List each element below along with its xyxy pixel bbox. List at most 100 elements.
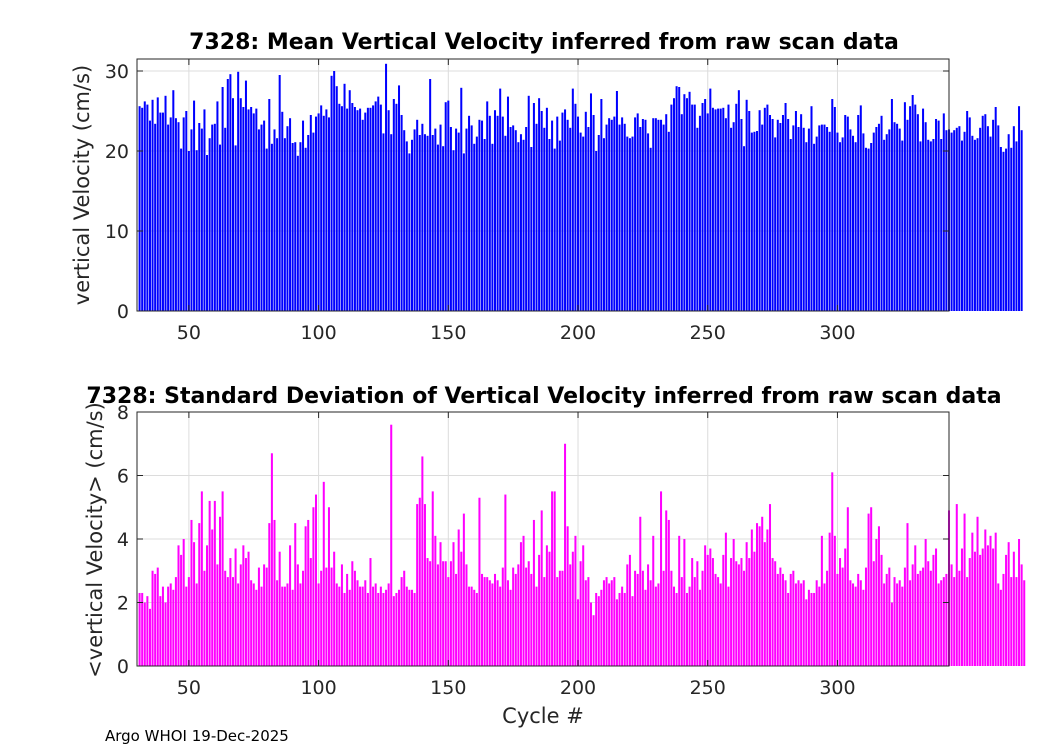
- bar: [685, 98, 688, 311]
- bar: [447, 577, 450, 666]
- bar: [501, 116, 504, 311]
- bar: [452, 150, 455, 311]
- bar: [382, 133, 385, 311]
- bar: [903, 102, 906, 311]
- bar: [963, 513, 966, 666]
- bar: [605, 124, 608, 311]
- bar: [807, 128, 810, 311]
- bar: [750, 529, 753, 666]
- y-tick-label: 6: [117, 466, 129, 488]
- bar: [916, 573, 919, 666]
- bar: [335, 583, 338, 666]
- bar: [255, 108, 258, 311]
- bar: [434, 128, 437, 311]
- bar: [989, 136, 992, 311]
- bar: [743, 570, 746, 666]
- bar: [478, 497, 481, 666]
- bar: [366, 107, 369, 311]
- bar: [756, 523, 759, 667]
- bar: [338, 103, 341, 311]
- bar: [413, 592, 416, 666]
- bar: [665, 510, 668, 666]
- bar: [940, 580, 943, 666]
- bar: [732, 539, 735, 666]
- bar: [439, 124, 442, 311]
- bar: [885, 573, 888, 666]
- bar: [717, 577, 720, 666]
- bar: [896, 123, 899, 311]
- bar: [903, 567, 906, 666]
- std-velocity-chart-title: 7328: Standard Deviation of Vertical Vel…: [86, 384, 1001, 409]
- bar: [750, 132, 753, 311]
- bar: [654, 586, 657, 667]
- bar: [244, 80, 247, 311]
- bar: [953, 130, 956, 311]
- bar: [862, 589, 865, 666]
- bar: [730, 558, 733, 666]
- bar: [981, 548, 984, 666]
- bar: [888, 129, 891, 311]
- bar: [935, 548, 938, 666]
- bar: [966, 111, 969, 311]
- bar: [296, 155, 299, 311]
- bar: [374, 583, 377, 666]
- bar: [665, 114, 668, 311]
- bar: [976, 516, 979, 666]
- x-tick-label: 50: [177, 322, 201, 344]
- bar: [740, 119, 743, 311]
- bar: [792, 570, 795, 666]
- bar: [877, 526, 880, 666]
- bar: [704, 545, 707, 666]
- bar: [989, 535, 992, 666]
- bar: [317, 113, 320, 312]
- bar: [146, 596, 149, 666]
- bar: [722, 107, 725, 311]
- bar: [289, 545, 292, 666]
- bar: [174, 577, 177, 666]
- bar: [924, 539, 927, 666]
- bar: [436, 564, 439, 666]
- bar: [592, 115, 595, 311]
- bar: [564, 109, 567, 312]
- bar: [177, 545, 180, 666]
- bar: [327, 507, 330, 666]
- bar: [143, 602, 146, 666]
- bar: [506, 580, 509, 666]
- bar: [1010, 577, 1013, 666]
- bar: [794, 111, 797, 311]
- bar: [348, 90, 351, 311]
- bar: [631, 136, 634, 311]
- bar: [992, 548, 995, 666]
- bar: [670, 570, 673, 666]
- bar: [545, 107, 548, 311]
- bar: [257, 129, 260, 311]
- bar: [722, 554, 725, 667]
- bar: [787, 119, 790, 311]
- std-velocity-y-ticks: 0 2 4 6 8: [117, 402, 949, 678]
- bar: [615, 91, 618, 311]
- bar: [932, 554, 935, 667]
- bar: [815, 580, 818, 666]
- bar: [543, 577, 546, 666]
- bar: [351, 103, 354, 311]
- bar: [379, 586, 382, 667]
- bar: [413, 129, 416, 311]
- bar: [696, 127, 699, 311]
- bar: [169, 583, 172, 666]
- bar: [932, 139, 935, 311]
- bar: [574, 103, 577, 311]
- bar: [442, 146, 445, 311]
- bar: [314, 494, 318, 666]
- bar: [626, 564, 629, 666]
- bar: [408, 589, 411, 666]
- bar: [818, 586, 821, 667]
- bar: [660, 491, 663, 667]
- bar: [405, 141, 408, 311]
- bar: [579, 132, 582, 311]
- bar: [154, 573, 157, 666]
- x-tick-label: 250: [690, 322, 726, 344]
- bar: [356, 580, 359, 666]
- bar: [901, 586, 904, 667]
- bar: [314, 116, 318, 311]
- bar: [281, 586, 284, 667]
